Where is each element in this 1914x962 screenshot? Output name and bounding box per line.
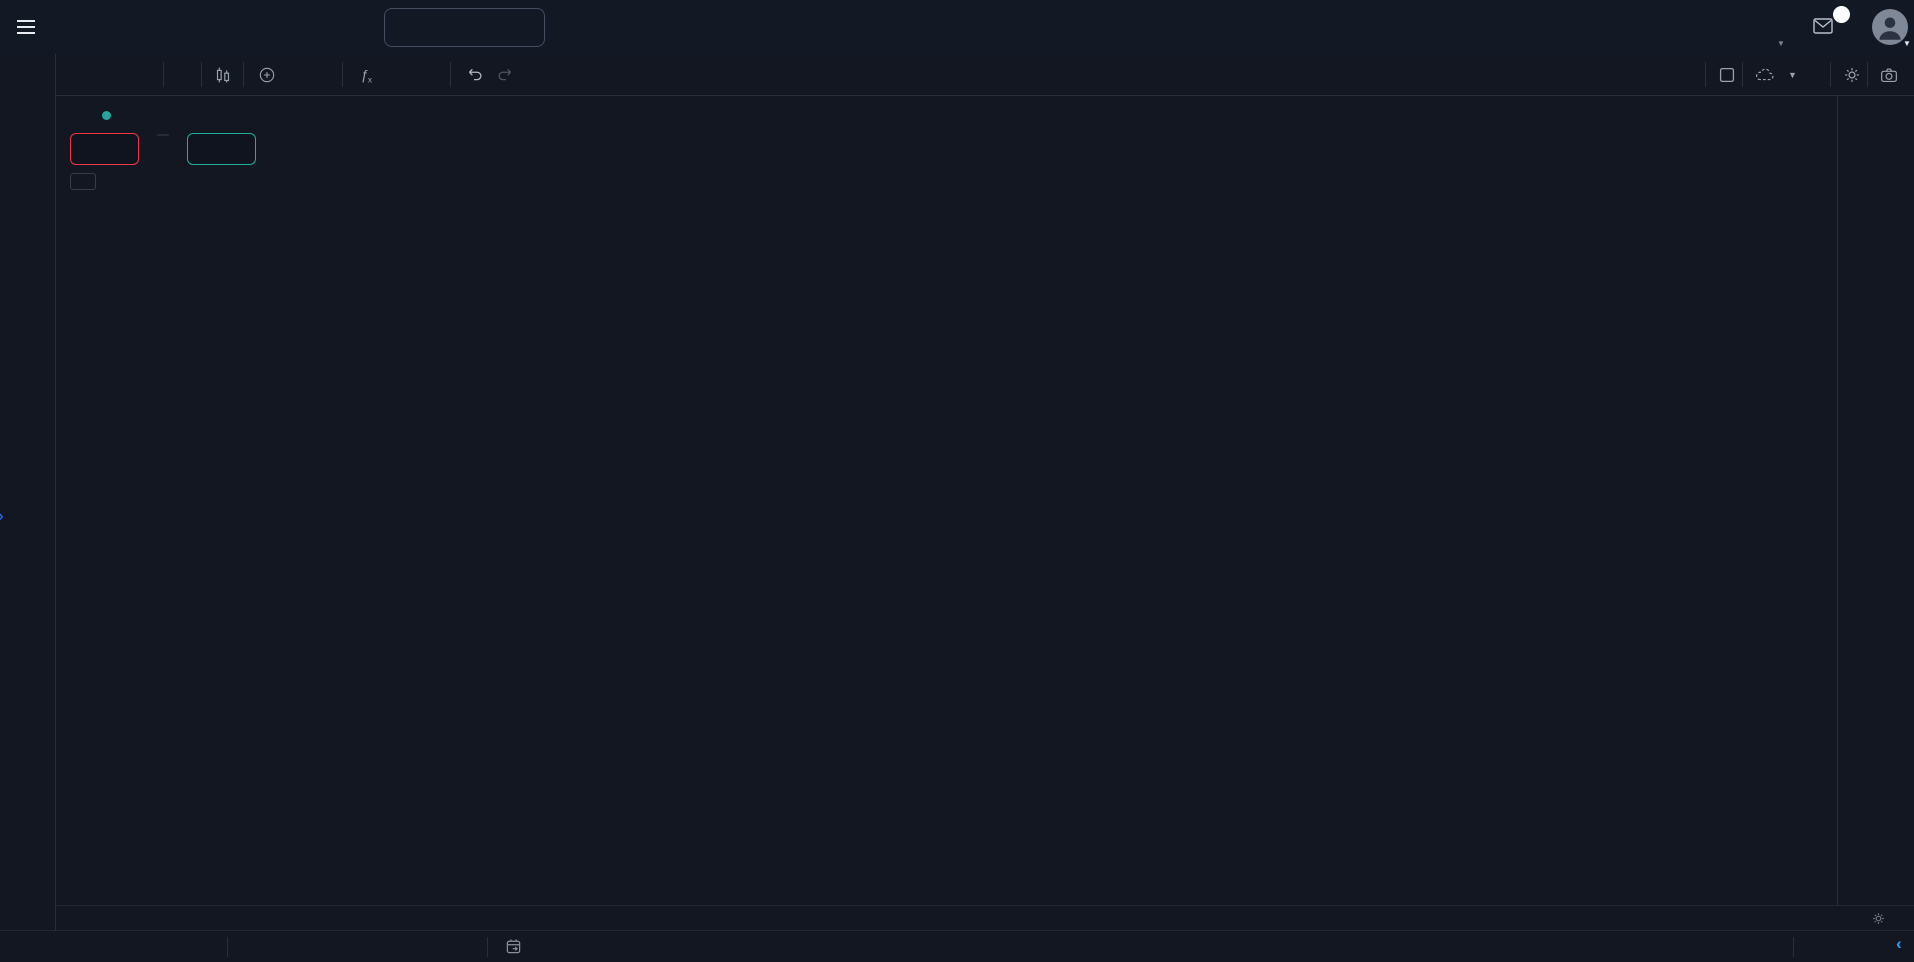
auto-scale-toggle[interactable] — [1866, 931, 1890, 962]
sell-button[interactable] — [70, 133, 139, 165]
axis-settings-gear-icon[interactable] — [1870, 910, 1887, 927]
time-axis[interactable] — [0, 905, 1914, 931]
avatar[interactable] — [1872, 9, 1908, 45]
toolbar-separator — [163, 62, 164, 87]
mail-icon[interactable] — [1810, 14, 1836, 38]
new-order-button[interactable] — [384, 8, 545, 47]
bottom-bar — [0, 930, 1914, 962]
right-panel-expand-chevron[interactable]: ‹ — [1896, 934, 1902, 953]
left-panel-expand-chevron[interactable]: › — [0, 506, 4, 526]
price-axis[interactable] — [1837, 95, 1914, 930]
toolbar-separator — [201, 62, 202, 87]
undo-button[interactable] — [463, 54, 485, 95]
avatar-caret[interactable]: ▼ — [1903, 39, 1911, 48]
hamburger-menu-icon[interactable] — [14, 15, 38, 39]
bottom-separator — [487, 937, 488, 957]
svg-text:x: x — [368, 75, 373, 84]
drawing-toolbar — [0, 54, 56, 930]
bottom-separator — [1793, 937, 1794, 957]
legend-collapse-button[interactable] — [70, 173, 96, 190]
toolbar-separator — [1867, 62, 1868, 87]
buy-button[interactable] — [187, 133, 256, 165]
trade-buttons-row — [70, 133, 256, 165]
legend-symbol-row — [70, 103, 256, 127]
redo-button[interactable] — [495, 54, 517, 95]
compare-button[interactable] — [257, 54, 284, 95]
spread-value — [157, 134, 169, 136]
powered-by — [78, 931, 83, 962]
mail-badge — [1833, 6, 1850, 23]
multichart-layout-button[interactable] — [1716, 54, 1738, 95]
market-status-dot — [102, 110, 111, 120]
toolbar-separator — [450, 62, 451, 87]
chart-settings-button[interactable] — [1841, 54, 1863, 95]
toolbar-separator — [1830, 62, 1831, 87]
screenshot-button[interactable] — [1878, 54, 1900, 95]
save-caret-icon: ▼ — [1788, 69, 1797, 80]
spread-indicator — [141, 133, 185, 136]
chart-style-button[interactable] — [212, 54, 234, 95]
toolbar-separator — [342, 62, 343, 87]
svg-text:ƒ: ƒ — [361, 67, 369, 82]
toolbar-separator — [1705, 62, 1706, 87]
go-to-date-icon[interactable] — [503, 936, 524, 957]
toolbar-separator — [243, 62, 244, 87]
top-bar: ▼ ▼ — [0, 0, 1914, 55]
toolbar-separator — [1742, 62, 1743, 87]
profit-dropdown-caret[interactable]: ▼ — [1777, 39, 1785, 48]
bottom-separator — [227, 937, 228, 957]
save-layout-button[interactable]: ▼ — [1752, 54, 1797, 95]
chart-legend — [70, 103, 256, 190]
